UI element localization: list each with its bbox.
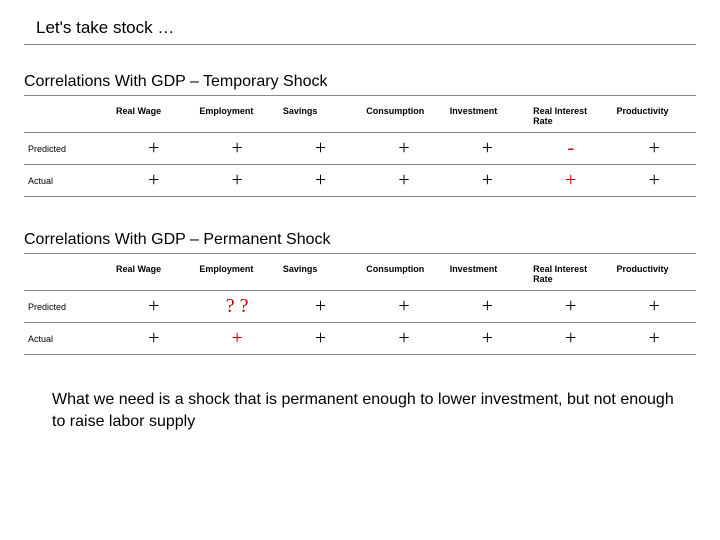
col-header: Real Wage [112,102,195,133]
col-header: Real Wage [112,260,195,291]
page-title: Let's take stock … [24,12,696,45]
table1-subtitle: Correlations With GDP – Temporary Shock [24,73,696,96]
row-label: Predicted [24,133,112,165]
slide: Let's take stock … Correlations With GDP… [0,0,720,540]
col-header: Consumption [362,260,445,291]
table-cell: + [446,133,529,165]
table-cell: + [613,291,696,323]
table-cell: + [613,133,696,165]
row-label: Actual [24,323,112,355]
table-cell: + [112,133,195,165]
table-cell: ? ? [195,291,278,323]
table-cell: - [529,133,612,165]
table-cell: + [362,323,445,355]
col-header: Savings [279,102,362,133]
col-header: Productivity [613,260,696,291]
table-cell: + [613,323,696,355]
col-header [24,102,112,133]
table-cell: + [446,165,529,197]
table-cell: + [195,323,278,355]
table-cell: + [446,291,529,323]
col-header: Investment [446,260,529,291]
col-header: Employment [195,102,278,133]
table1: Real WageEmploymentSavingsConsumptionInv… [24,102,696,197]
table-cell: + [279,133,362,165]
table-cell: + [112,323,195,355]
table2-subtitle: Correlations With GDP – Permanent Shock [24,231,696,254]
table-cell: + [279,323,362,355]
col-header [24,260,112,291]
table-cell: + [529,323,612,355]
col-header: Productivity [613,102,696,133]
col-header: Employment [195,260,278,291]
conclusion-text: What we need is a shock that is permanen… [52,389,676,432]
col-header: Real Interest Rate [529,260,612,291]
table-cell: + [279,165,362,197]
row-label: Predicted [24,291,112,323]
col-header: Savings [279,260,362,291]
table-cell: + [362,165,445,197]
table-cell: + [529,291,612,323]
table2: Real WageEmploymentSavingsConsumptionInv… [24,260,696,355]
col-header: Real Interest Rate [529,102,612,133]
table-cell: + [112,165,195,197]
table-cell: + [613,165,696,197]
col-header: Consumption [362,102,445,133]
table-cell: + [362,133,445,165]
table-cell: + [529,165,612,197]
table-cell: + [112,291,195,323]
table-cell: + [446,323,529,355]
table-cell: + [279,291,362,323]
col-header: Investment [446,102,529,133]
table-cell: + [195,133,278,165]
table-cell: + [195,165,278,197]
table-cell: + [362,291,445,323]
row-label: Actual [24,165,112,197]
